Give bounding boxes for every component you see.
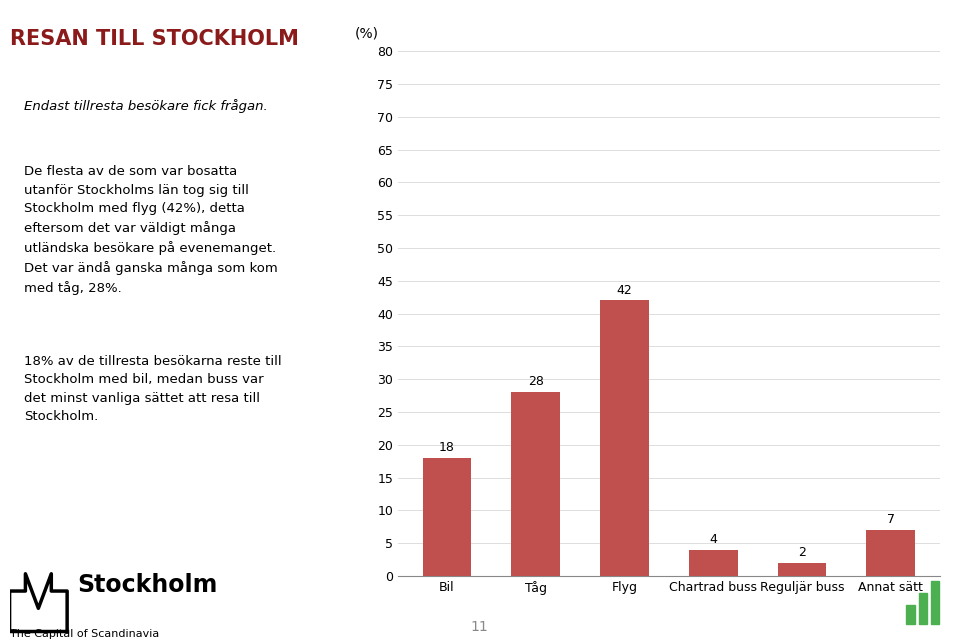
Text: (%): (%) [355, 27, 379, 41]
Text: 11: 11 [471, 620, 488, 634]
Text: RESEARCH: RESEARCH [808, 616, 856, 625]
Text: RESAN TILL STOCKHOLM: RESAN TILL STOCKHOLM [10, 29, 298, 49]
Text: 42: 42 [617, 284, 632, 296]
Text: 4: 4 [710, 533, 717, 546]
Bar [866, 530, 915, 576]
Text: The Capital of Scandinavia: The Capital of Scandinavia [10, 628, 159, 639]
Text: MIND: MIND [808, 591, 851, 605]
Bar [906, 605, 915, 624]
Bar [778, 563, 827, 576]
Text: De flesta av de som var bosatta
utanför Stockholms län tog sig till
Stockholm me: De flesta av de som var bosatta utanför … [24, 165, 278, 295]
Text: 2: 2 [798, 546, 806, 559]
Bar [600, 301, 649, 576]
Text: 7: 7 [887, 513, 895, 526]
Text: Stockholm: Stockholm [78, 573, 218, 597]
Bar [511, 392, 560, 576]
Text: 18% av de tillresta besökarna reste till
Stockholm med bil, medan buss var
det m: 18% av de tillresta besökarna reste till… [24, 355, 282, 423]
Bar [931, 581, 940, 624]
Text: Endast tillresta besökare fick frågan.: Endast tillresta besökare fick frågan. [24, 99, 268, 113]
Text: 28: 28 [527, 376, 544, 388]
Bar [423, 458, 472, 576]
Bar [689, 550, 737, 576]
Text: 18: 18 [439, 441, 455, 454]
Bar [919, 593, 927, 624]
